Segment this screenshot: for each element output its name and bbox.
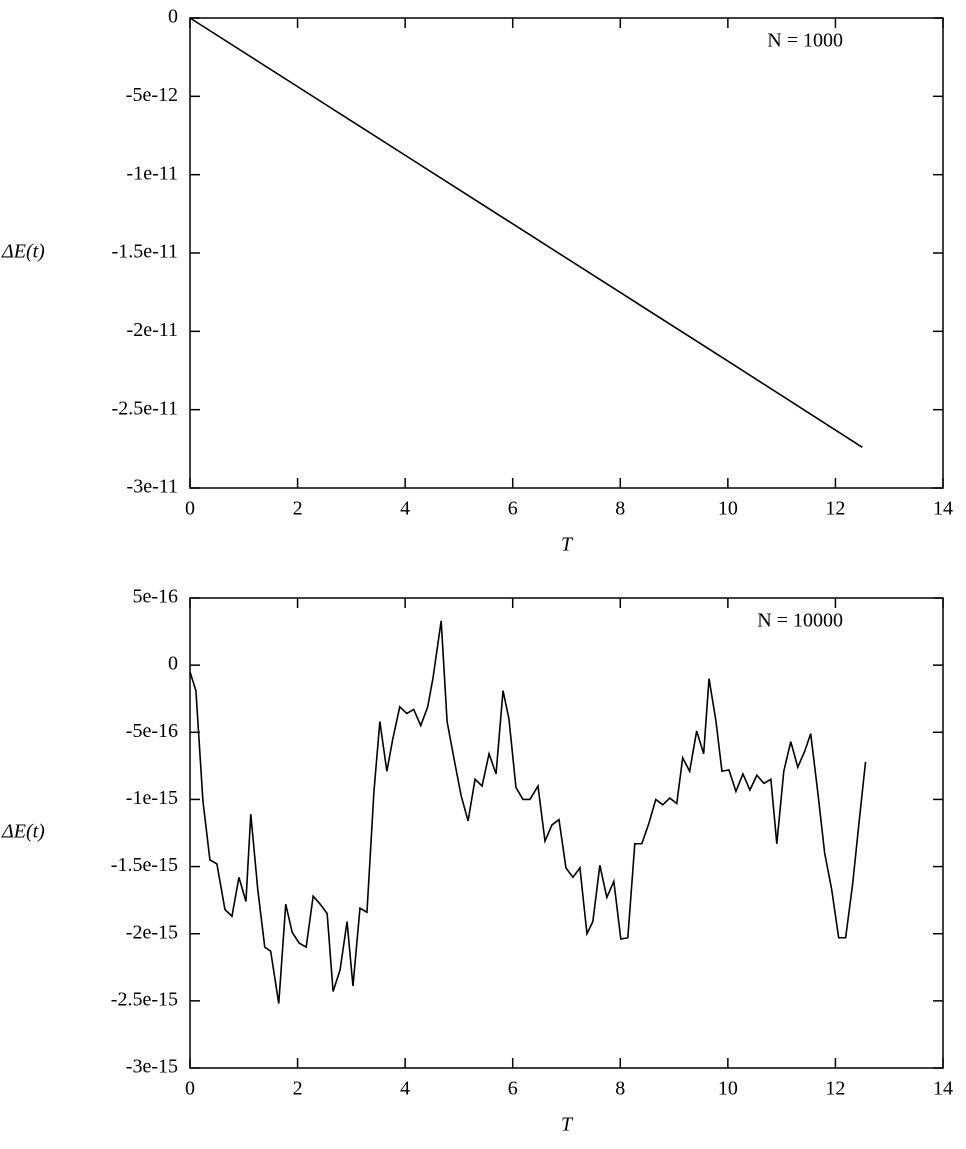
y-tick-label: -1.5e-11 bbox=[112, 241, 178, 263]
plot-frame bbox=[189, 597, 944, 1069]
x-tick-label: 0 bbox=[185, 1078, 195, 1100]
y-tick-label: -5e-12 bbox=[126, 84, 178, 106]
x-tick-label: 12 bbox=[825, 1078, 845, 1100]
y-axis-label: ΔE(t) bbox=[1, 821, 45, 843]
y-tick-label: -5e-16 bbox=[126, 720, 178, 742]
x-tick-label: 12 bbox=[825, 498, 845, 520]
x-tick-label: 4 bbox=[400, 498, 410, 520]
x-tick-label: 10 bbox=[718, 498, 738, 520]
annotation: N = 10000 bbox=[757, 610, 843, 632]
x-tick-label: 8 bbox=[615, 1078, 625, 1100]
x-tick-label: 4 bbox=[400, 1078, 410, 1100]
data-line bbox=[189, 17, 863, 448]
plot-frame bbox=[189, 17, 944, 489]
x-tick-label: 14 bbox=[933, 1078, 953, 1100]
x-tick-label: 14 bbox=[933, 498, 953, 520]
y-tick-label: -1.5e-15 bbox=[111, 854, 178, 876]
y-tick-label: -3e-11 bbox=[127, 476, 178, 498]
x-tick-label: 6 bbox=[508, 1078, 518, 1100]
x-tick-label: 6 bbox=[508, 498, 518, 520]
annotation: N = 1000 bbox=[767, 30, 843, 52]
y-tick-label: -1e-15 bbox=[126, 787, 178, 809]
x-tick-label: 2 bbox=[293, 1078, 303, 1100]
y-tick-label: -2.5e-15 bbox=[111, 988, 178, 1010]
x-tick-label: 0 bbox=[185, 498, 195, 520]
x-axis-label: T bbox=[561, 1114, 574, 1136]
y-tick-label: -3e-15 bbox=[126, 1056, 178, 1078]
y-axis-label: ΔE(t) bbox=[1, 241, 45, 263]
y-tick-label: 5e-16 bbox=[132, 586, 178, 608]
y-tick-label: -2e-15 bbox=[126, 921, 178, 943]
x-tick-label: 8 bbox=[615, 498, 625, 520]
x-axis-label: T bbox=[561, 534, 574, 556]
y-tick-label: -1e-11 bbox=[127, 162, 178, 184]
data-line bbox=[189, 620, 867, 1004]
y-tick-label: 0 bbox=[168, 653, 178, 675]
y-tick-label: -2e-11 bbox=[127, 319, 178, 341]
y-tick-label: -2.5e-11 bbox=[112, 397, 178, 419]
y-tick-label: 0 bbox=[168, 6, 178, 28]
x-tick-label: 10 bbox=[718, 1078, 738, 1100]
x-tick-label: 2 bbox=[293, 498, 303, 520]
